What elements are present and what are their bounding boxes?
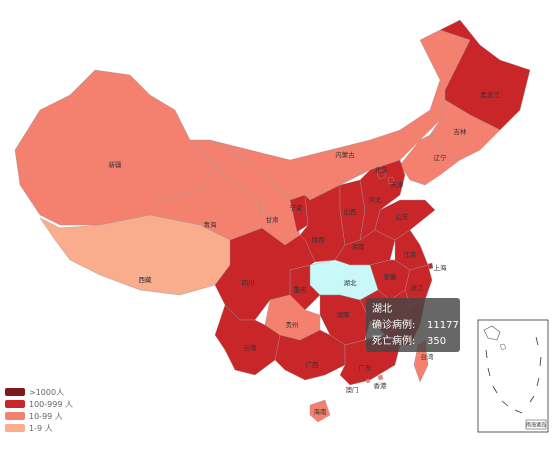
province	[399, 134, 461, 186]
province-label: 广西	[306, 360, 320, 369]
province-label: 北京	[375, 165, 389, 174]
province	[39, 214, 231, 296]
province-label: 吉林	[454, 127, 468, 136]
province-label: 浙江	[411, 283, 425, 292]
tooltip: 湖北 确诊病例: 11177 死亡病例: 350	[366, 298, 460, 352]
province-label: 天津	[391, 181, 405, 189]
legend-swatch	[5, 412, 25, 420]
province-label: 山西	[344, 207, 358, 216]
province-label: 内蒙古	[335, 150, 355, 159]
province-label: 安徽	[384, 272, 398, 281]
province-label: 河北	[369, 196, 383, 204]
legend-label: 100-999 人	[29, 400, 73, 409]
province	[309, 399, 331, 423]
inset-label: 南海诸岛	[526, 422, 546, 429]
province-label: 新疆	[109, 160, 123, 169]
province-label: 海南	[314, 407, 328, 416]
province-label: 香港	[374, 381, 388, 390]
tooltip-box	[366, 298, 460, 352]
province	[376, 169, 387, 180]
legend-label: 10-99 人	[29, 412, 63, 421]
legend-label: >1000人	[29, 388, 64, 397]
province-label: 山东	[396, 212, 410, 221]
province	[427, 262, 434, 270]
tooltip-title: 湖北	[372, 303, 392, 315]
province-label: 河南	[352, 242, 366, 251]
province-label: 辽宁	[434, 153, 448, 162]
province	[214, 227, 316, 321]
legend-label: 1-9 人	[29, 424, 53, 433]
province-label: 广东	[359, 363, 373, 372]
province-label: 四川	[242, 279, 255, 287]
legend-swatch	[5, 424, 25, 432]
region-labels: 新疆西藏青海甘肃内蒙古黑龙江吉林辽宁宁夏陕西山西河北山东河南江苏安徽湖北重庆四川…	[109, 90, 501, 416]
province-label: 江苏	[404, 250, 418, 259]
tooltip-row-value: 350	[427, 336, 446, 347]
province	[377, 374, 384, 381]
legend-swatch	[5, 400, 25, 408]
inset-island	[499, 343, 507, 351]
inset-boundary	[485, 336, 542, 414]
tooltip-row-label: 死亡病例:	[372, 334, 415, 347]
legend: >1000人 100-999 人 10-99 人 1-9 人	[5, 388, 73, 433]
province-label: 上海	[434, 263, 448, 272]
tooltip-row-value: 11177	[427, 320, 459, 331]
province	[439, 19, 531, 131]
province	[387, 176, 395, 185]
province-label: 重庆	[294, 285, 308, 294]
province-label: 湖南	[337, 310, 351, 319]
province-label: 澳门	[346, 385, 359, 394]
province-label: 陕西	[312, 235, 326, 244]
province-label: 台湾	[421, 352, 435, 361]
province-label: 青海	[204, 220, 218, 229]
province-label: 湖北	[344, 278, 358, 287]
province	[359, 159, 406, 241]
south-sea-inset: 南海诸岛	[477, 319, 549, 433]
province-label: 西藏	[139, 275, 153, 284]
province-label: 贵州	[286, 320, 299, 329]
province-label: 宁夏	[290, 203, 304, 212]
tooltip-row-label: 确诊病例:	[372, 318, 415, 331]
province-label: 黑龙江	[480, 90, 500, 99]
inset-label-box	[525, 419, 547, 430]
province	[365, 378, 371, 384]
legend-swatch	[5, 388, 25, 396]
province-label: 云南	[244, 343, 258, 352]
province-label: 甘肃	[266, 215, 280, 224]
inset-coast	[483, 325, 501, 341]
